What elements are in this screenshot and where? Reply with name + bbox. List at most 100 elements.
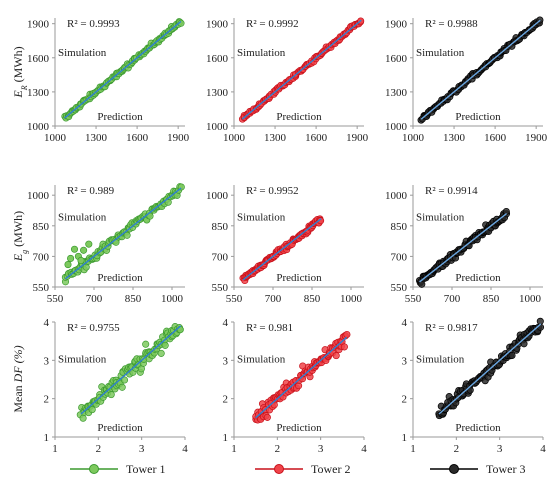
legend-item-1: Tower 1 (70, 462, 165, 476)
y-tick-label: 550 (212, 282, 229, 294)
x-tick-label: 1900 (167, 132, 190, 144)
x-axis-label: Prediction (276, 272, 322, 284)
data-point (340, 343, 348, 351)
y-tick-label: 1000 (27, 121, 50, 133)
y-tick-label: 4 (402, 317, 408, 329)
data-point (343, 330, 351, 339)
data-point (123, 231, 131, 239)
row-label-1: ER (MWh) (11, 46, 29, 98)
y-axis-label: Simulation (416, 47, 465, 59)
chart-panel-8: 1 2 3 4 1 2 3 4 R² = 0.981 Simulation Prediction (223, 317, 368, 455)
x-tick-label: 1000 (402, 132, 425, 144)
x-tick-label: 2 (275, 443, 281, 455)
y-tick-label: 1300 (27, 87, 50, 99)
data-point (332, 352, 340, 360)
y-tick-label: 3 (223, 355, 229, 367)
r-squared-label: R² = 0.981 (246, 322, 293, 334)
x-tick-label: 1 (410, 443, 416, 455)
chart-panel-3: 1000 1300 1600 1900 1000 1300 1600 1900 R² = 0.9… (385, 16, 548, 144)
y-tick-label: 1000 (206, 190, 229, 202)
x-tick-label: 1900 (525, 132, 548, 144)
chart-panel-7: 1 2 3 4 1 2 3 4 R² = 0.9755 Simulation Prediction (44, 317, 189, 455)
y-tick-label: 1300 (206, 87, 229, 99)
x-tick-label: 1600 (484, 132, 507, 144)
y-tick-label: 4 (44, 317, 50, 329)
x-tick-label: 1300 (85, 132, 108, 144)
data-point (88, 406, 96, 414)
y-tick-label: 2 (223, 394, 229, 406)
x-tick-label: 550 (226, 293, 243, 305)
r-squared-label: R² = 0.9817 (425, 322, 478, 334)
legend-marker (89, 464, 99, 474)
chart-panel-1: 1000 1300 1600 1900 1000 1300 1600 1900 R² = 0.9… (27, 18, 190, 144)
row-label-3: Mean DF (%) (11, 345, 25, 412)
data-point (520, 340, 528, 348)
x-tick-label: 3 (497, 443, 503, 455)
x-tick-label: 1000 (340, 293, 363, 305)
x-tick-label: 1000 (519, 293, 542, 305)
data-point (77, 256, 85, 265)
r-squared-label: R² = 0.9914 (425, 185, 478, 197)
x-tick-label: 1000 (223, 132, 246, 144)
y-tick-label: 700 (212, 251, 229, 263)
x-tick-label: 550 (405, 293, 422, 305)
x-tick-label: 1600 (305, 132, 328, 144)
chart-panel-6: 550 700 850 1000 550 700 850 1000 R² = 0.9914 Sim… (385, 185, 543, 305)
y-tick-label: 1300 (385, 87, 408, 99)
x-tick-label: 850 (304, 293, 321, 305)
y-tick-label: 1 (44, 432, 50, 444)
x-axis-label: Prediction (97, 422, 143, 434)
x-tick-label: 1000 (44, 132, 67, 144)
r-squared-label: R² = 0.9993 (67, 18, 120, 30)
data-point (80, 246, 88, 254)
x-axis-label: Prediction (97, 111, 143, 123)
y-axis-label: Simulation (237, 212, 286, 224)
y-tick-label: 700 (33, 251, 50, 263)
x-tick-label: 700 (86, 293, 103, 305)
data-point (70, 245, 79, 253)
x-tick-label: 1900 (346, 132, 369, 144)
fit-line (420, 19, 541, 120)
y-tick-label: 1 (402, 432, 408, 444)
y-tick-label: 1600 (27, 53, 50, 65)
data-point (107, 391, 115, 399)
y-axis-label: Simulation (58, 212, 107, 224)
y-axis-label: Simulation (416, 212, 465, 224)
y-tick-label: 1000 (27, 190, 50, 202)
legend-label: Tower 1 (126, 462, 165, 476)
chart-panel-4: 550 700 850 1000 550 700 850 1000 R² = 0.989 Simu… (27, 183, 185, 305)
x-tick-label: 1 (231, 443, 237, 455)
y-axis-label: Simulation (237, 47, 286, 59)
legend-label: Tower 2 (311, 462, 350, 476)
legend-item-2: Tower 2 (255, 462, 350, 476)
y-tick-label: 1 (223, 432, 229, 444)
x-axis-label: Prediction (97, 272, 143, 284)
x-tick-label: 4 (540, 443, 546, 455)
r-squared-label: R² = 0.9988 (425, 18, 478, 30)
y-tick-label: 1600 (206, 53, 229, 65)
y-tick-label: 1000 (385, 190, 408, 202)
y-tick-label: 2 (44, 394, 50, 406)
x-axis-label: Prediction (276, 111, 322, 123)
chart-panel-2: 1000 1300 1600 1900 1000 1300 1600 1900 R² = 0.9… (206, 17, 369, 144)
y-tick-label: 1900 (385, 19, 408, 31)
data-point (263, 413, 271, 421)
y-tick-label: 1900 (206, 19, 229, 31)
y-tick-label: 1900 (27, 19, 50, 31)
r-squared-label: R² = 0.9755 (67, 322, 120, 334)
y-tick-label: 1000 (206, 121, 229, 133)
x-axis-label: Prediction (455, 111, 501, 123)
x-tick-label: 2 (96, 443, 102, 455)
data-point (157, 349, 165, 357)
x-axis-label: Prediction (276, 422, 322, 434)
row-label-2: Eg (MWh) (11, 211, 29, 262)
legend-marker (449, 464, 459, 474)
y-tick-label: 700 (391, 251, 408, 263)
r-squared-label: R² = 0.989 (67, 185, 115, 197)
legend-item-3: Tower 3 (430, 462, 525, 476)
fit-line (64, 20, 182, 119)
y-axis-label: Simulation (416, 353, 465, 365)
fit-line (255, 336, 348, 419)
data-point (120, 376, 129, 384)
